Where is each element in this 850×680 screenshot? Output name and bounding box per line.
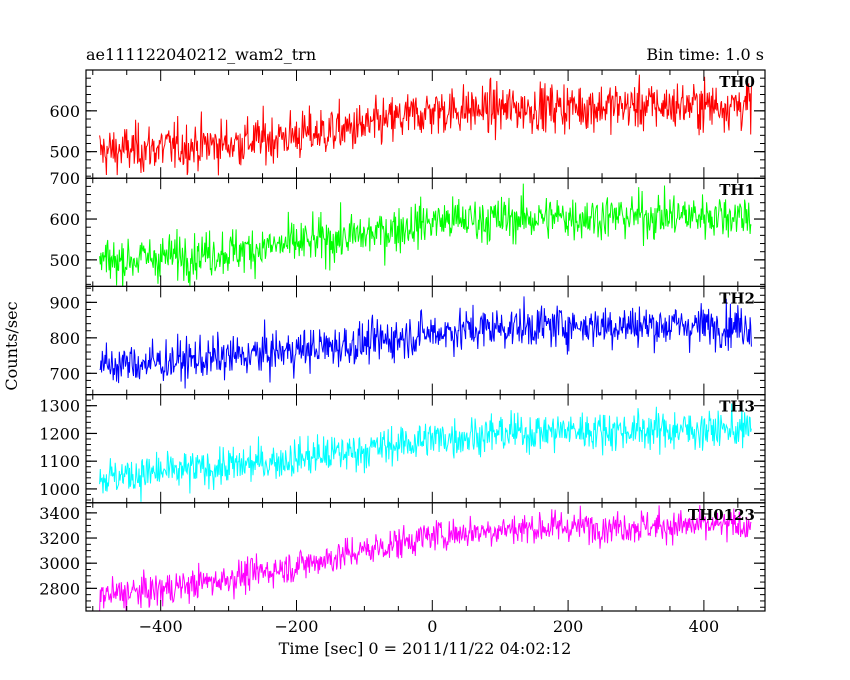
y-tick-label: 600 xyxy=(49,102,80,121)
panel-th3: 1000 1100 1200 1300 TH3 xyxy=(39,394,766,504)
x-tick-label: 200 xyxy=(553,617,584,636)
y-tick-label: 1100 xyxy=(39,452,80,471)
y-axis-label: Counts/sec xyxy=(2,301,21,390)
y-tick-label: 700 xyxy=(49,169,80,188)
y-tick-label: 600 xyxy=(49,210,80,229)
y-tick-label: 900 xyxy=(49,293,80,312)
panel-label: TH3 xyxy=(719,398,755,416)
y-tick-label: 3000 xyxy=(39,554,80,573)
y-tick-label: 1200 xyxy=(39,424,80,443)
y-tick-label: 700 xyxy=(49,364,80,383)
series-line-th0123 xyxy=(99,505,752,611)
panel-th0123: 2800 3000 3200 3400 TH0123 xyxy=(39,502,766,612)
y-tick-label: 2800 xyxy=(39,579,80,598)
chart-panels: 500 600 TH0 500 600 700 TH1 700 800 900 TH2 1000 110… xyxy=(39,69,766,612)
series-line-th0 xyxy=(99,74,752,176)
x-tick-label: 400 xyxy=(689,617,720,636)
y-tick-label: 500 xyxy=(49,251,80,270)
panel-frame xyxy=(85,394,766,504)
panel-th0: 500 600 TH0 xyxy=(49,69,766,179)
panel-th1: 500 600 700 TH1 xyxy=(49,169,766,287)
x-tick-label: −200 xyxy=(275,617,319,636)
y-tick-label: 1300 xyxy=(39,397,80,416)
series-line-th1 xyxy=(99,183,752,287)
panel-label: TH2 xyxy=(719,289,755,307)
series-line-th3 xyxy=(99,403,752,502)
bin-time-label: Bin time: 1.0 s xyxy=(646,45,764,64)
series-line-th2 xyxy=(99,296,752,389)
panel-th2: 700 800 900 TH2 xyxy=(49,285,766,396)
panel-label: TH0 xyxy=(719,73,755,91)
y-tick-label: 800 xyxy=(49,329,80,348)
y-tick-label: 1000 xyxy=(39,480,80,499)
panel-label: TH1 xyxy=(719,181,755,199)
chart-title: ae111122040212_wam2_trn xyxy=(86,45,317,64)
x-tick-label: −400 xyxy=(139,617,183,636)
x-axis-label: Time [sec] 0 = 2011/11/22 04:02:12 xyxy=(279,639,572,658)
y-tick-label: 3200 xyxy=(39,529,80,548)
y-tick-label: 3400 xyxy=(39,504,80,523)
x-tick-label: 0 xyxy=(427,617,437,636)
panel-label: TH0123 xyxy=(688,506,755,524)
y-tick-label: 500 xyxy=(49,143,80,162)
x-axis: −400 −200 0 200 400 xyxy=(139,617,719,636)
panel-frame xyxy=(85,502,766,612)
